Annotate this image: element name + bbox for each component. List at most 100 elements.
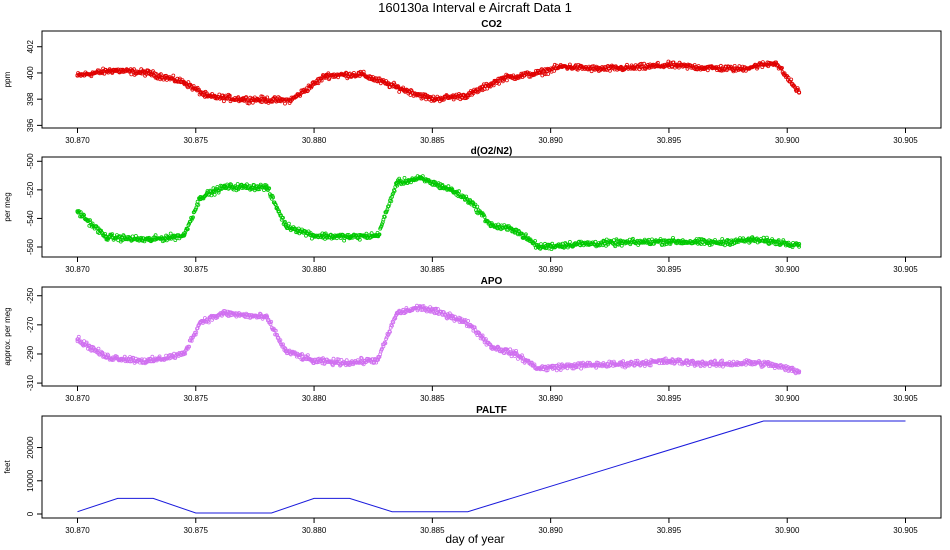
data-point <box>204 91 209 96</box>
data-point <box>707 364 712 369</box>
data-point <box>300 352 304 356</box>
y-tick-label: -250 <box>26 287 35 304</box>
data-point <box>187 344 192 349</box>
data-point <box>468 198 473 202</box>
data-point <box>719 68 724 73</box>
x-tick-label: 30.885 <box>420 526 445 535</box>
x-tick-label: 30.905 <box>893 136 918 145</box>
data-point <box>797 370 801 375</box>
data-point <box>391 320 396 325</box>
x-tick-label: 30.895 <box>657 265 682 274</box>
data-point <box>389 199 394 204</box>
data-point <box>233 184 238 189</box>
data-point <box>262 188 266 193</box>
plot-frame <box>41 30 942 129</box>
data-point <box>193 332 198 337</box>
panel-3: APO 30.870 30.875 30.880 30.885 30.890 30.895 3… <box>3 276 942 403</box>
data-point <box>579 366 583 371</box>
data-point <box>196 202 201 207</box>
x-tick-label: 30.875 <box>184 265 209 274</box>
data-point <box>397 176 402 181</box>
data-point <box>283 347 288 351</box>
data-point <box>477 331 482 336</box>
data-point <box>797 244 801 249</box>
data-point <box>408 93 413 97</box>
data-point <box>212 192 217 197</box>
data-point <box>569 363 574 368</box>
data-point <box>344 70 348 75</box>
data-point <box>215 185 220 189</box>
data-point <box>154 72 159 76</box>
data-point <box>361 362 366 367</box>
data-point <box>129 72 134 77</box>
data-point <box>271 195 276 200</box>
data-point <box>110 232 115 237</box>
data-point <box>383 341 388 346</box>
data-point <box>339 357 344 362</box>
data-point <box>761 235 766 240</box>
data-point <box>782 71 787 76</box>
data-point <box>183 230 188 235</box>
data-point <box>95 68 100 73</box>
data-point <box>244 182 249 187</box>
data-point <box>662 242 667 247</box>
panel-1: CO2 30.870 30.875 30.880 30.885 30.890 30.895 3… <box>3 19 942 145</box>
data-point <box>496 222 501 227</box>
data-point <box>421 304 426 308</box>
data-point <box>779 66 784 71</box>
x-tick-label: 30.890 <box>538 394 563 403</box>
data-point <box>755 65 760 70</box>
data-point <box>720 358 725 363</box>
data-point <box>473 202 478 207</box>
data-point <box>78 210 83 215</box>
data-point <box>660 242 665 247</box>
y-axis-label: feet <box>3 460 12 474</box>
data-point <box>76 334 81 339</box>
data-point <box>275 205 280 210</box>
data-point <box>226 314 231 319</box>
data-point <box>345 233 350 237</box>
y-tick-label: -500 <box>26 153 35 170</box>
data-point <box>457 189 461 194</box>
y-axis-label: approx. per meg <box>3 307 12 365</box>
data-point <box>286 221 291 226</box>
data-point <box>158 72 163 77</box>
data-point <box>487 220 492 225</box>
x-tick-label: 30.905 <box>893 526 918 535</box>
data-point <box>761 362 766 367</box>
data-point <box>435 307 440 311</box>
y-tick-label: -540 <box>26 210 35 227</box>
data-point <box>476 330 481 335</box>
data-point <box>344 358 349 363</box>
data-point <box>157 354 162 359</box>
data-point <box>244 95 249 99</box>
data-point <box>520 231 524 236</box>
x-tick-label: 30.885 <box>420 265 445 274</box>
data-point <box>100 350 105 355</box>
data-point <box>390 323 394 328</box>
data-point <box>265 95 270 100</box>
y-tick-label: 0 <box>26 511 35 516</box>
data-point <box>606 242 610 247</box>
panel-title: APO <box>481 276 503 287</box>
data-point <box>508 347 513 352</box>
panels: CO2 30.870 30.875 30.880 30.885 30.890 30.895 3… <box>3 19 942 535</box>
x-tick-label: 30.880 <box>302 526 327 535</box>
data-point <box>585 240 590 245</box>
data-point <box>495 81 499 85</box>
data-point <box>210 317 215 322</box>
data-point <box>132 67 136 72</box>
data-point <box>402 175 407 180</box>
x-tick-label: 30.900 <box>775 265 800 274</box>
data-point <box>229 182 234 187</box>
data-point <box>713 358 717 363</box>
data-point <box>724 238 729 243</box>
data-point <box>797 90 801 95</box>
data-point <box>379 224 384 228</box>
data-point <box>281 215 285 220</box>
x-tick-label: 30.895 <box>657 394 682 403</box>
x-tick-label: 30.875 <box>184 394 209 403</box>
data-point <box>392 189 397 193</box>
data-point <box>514 228 519 232</box>
data-point <box>471 328 476 333</box>
